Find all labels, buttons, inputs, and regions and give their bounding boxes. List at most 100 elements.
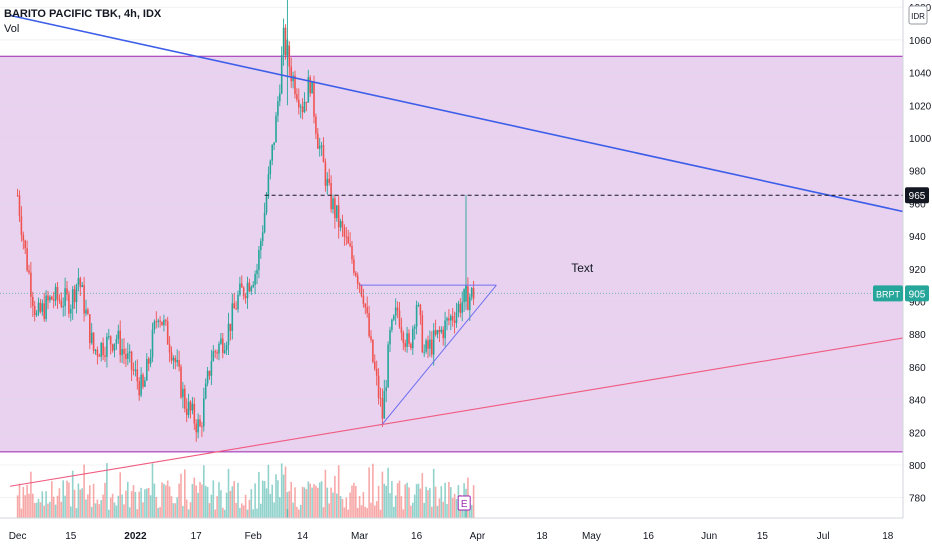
volume-bar <box>104 482 106 518</box>
candle-body <box>163 319 165 326</box>
volume-bar <box>73 489 76 518</box>
volume-bar <box>222 507 224 518</box>
price-axis-bg <box>903 0 932 550</box>
price-tick-label: 920 <box>909 265 926 276</box>
candle-body <box>244 296 247 299</box>
volume-bar <box>402 509 405 518</box>
candle-body <box>178 360 180 367</box>
candle-body <box>415 305 418 327</box>
volume-bar <box>353 482 355 518</box>
candle-body <box>429 339 431 349</box>
last-price-badge <box>905 285 929 302</box>
volume-bar <box>174 503 177 518</box>
symbol-badge[interactable] <box>873 285 903 302</box>
candle-body <box>341 221 344 228</box>
volume-bar <box>26 484 28 518</box>
volume-bar <box>231 486 234 518</box>
candle-body <box>349 243 351 246</box>
volume-bar <box>170 496 173 518</box>
candle-body <box>52 299 55 301</box>
candle-body <box>87 309 89 315</box>
candle-body <box>98 355 101 357</box>
candle-body <box>170 352 173 361</box>
currency-badge[interactable] <box>908 5 928 25</box>
volume-bar <box>66 480 68 518</box>
text-annotation[interactable]: Text <box>571 261 594 275</box>
candle-body <box>358 283 361 286</box>
candle-body <box>187 401 190 416</box>
volume-bar <box>102 494 104 518</box>
time-tick-label: 14 <box>297 531 309 542</box>
support-trendline[interactable] <box>9 333 926 487</box>
volume-bar <box>237 482 239 518</box>
candle-body <box>290 66 292 82</box>
volume-bar <box>210 494 213 518</box>
candle-body <box>134 369 137 371</box>
time-tick-label: 15 <box>757 531 769 542</box>
triangle-rising-line[interactable] <box>382 284 497 425</box>
candle-body <box>260 241 262 250</box>
candle-body <box>60 300 63 307</box>
volume-bar <box>267 464 270 518</box>
volume-bar <box>71 470 74 518</box>
candle-body <box>136 369 139 382</box>
volume-bar <box>201 484 203 518</box>
candle-body <box>165 319 167 322</box>
volume-bar <box>442 501 444 518</box>
volume-bar <box>265 488 268 518</box>
volume-bar <box>455 499 458 518</box>
volume-bar <box>461 505 463 518</box>
candle-body <box>353 259 355 273</box>
candle-body <box>92 332 95 351</box>
resistance-trendline[interactable] <box>9 14 926 218</box>
volume-bar <box>324 469 327 518</box>
volume-bar <box>161 482 163 518</box>
volume-bar <box>273 502 275 518</box>
volume-bar <box>469 509 471 518</box>
volume-bar <box>432 468 435 518</box>
volume-bar <box>33 502 36 518</box>
volume-bar <box>203 465 205 518</box>
candle-body <box>159 320 161 322</box>
volume-bar <box>144 489 146 518</box>
volume-bar <box>394 495 397 518</box>
volume-bar <box>322 507 325 518</box>
candle-body <box>199 419 201 427</box>
candle-body <box>313 82 315 117</box>
candle-body <box>362 295 365 304</box>
candle-body <box>214 351 216 353</box>
volume-bar <box>16 495 19 518</box>
zone-fill[interactable] <box>0 56 903 452</box>
range-zone[interactable] <box>0 55 903 453</box>
candle-body <box>263 212 266 233</box>
volume-bar <box>277 480 279 518</box>
volume-bar <box>146 488 148 518</box>
candle-body <box>455 312 458 323</box>
volume-bar <box>35 502 38 518</box>
volume-bar <box>332 492 334 518</box>
candle-body <box>451 316 454 321</box>
time-tick-label: 18 <box>536 531 548 542</box>
candle-body <box>212 351 215 362</box>
candle-body <box>385 387 387 391</box>
candle-body <box>210 361 213 376</box>
candle-body <box>242 287 245 297</box>
volume-bar <box>260 503 262 518</box>
candle-body <box>275 115 277 143</box>
price-tick-label: 960 <box>909 199 926 210</box>
candle-body <box>389 329 391 345</box>
drawings[interactable]: Text E <box>0 14 926 511</box>
volume-bar <box>279 497 281 518</box>
volume-bar <box>372 463 374 518</box>
candle-body <box>469 296 471 311</box>
volume-bar <box>309 483 311 518</box>
volume-bar <box>341 499 344 518</box>
volume-bar <box>187 509 190 518</box>
candle-body <box>77 278 80 285</box>
volume-bar <box>117 495 120 518</box>
volume-bar <box>448 481 450 518</box>
candle-body <box>68 294 70 314</box>
earnings-marker[interactable] <box>457 495 471 511</box>
